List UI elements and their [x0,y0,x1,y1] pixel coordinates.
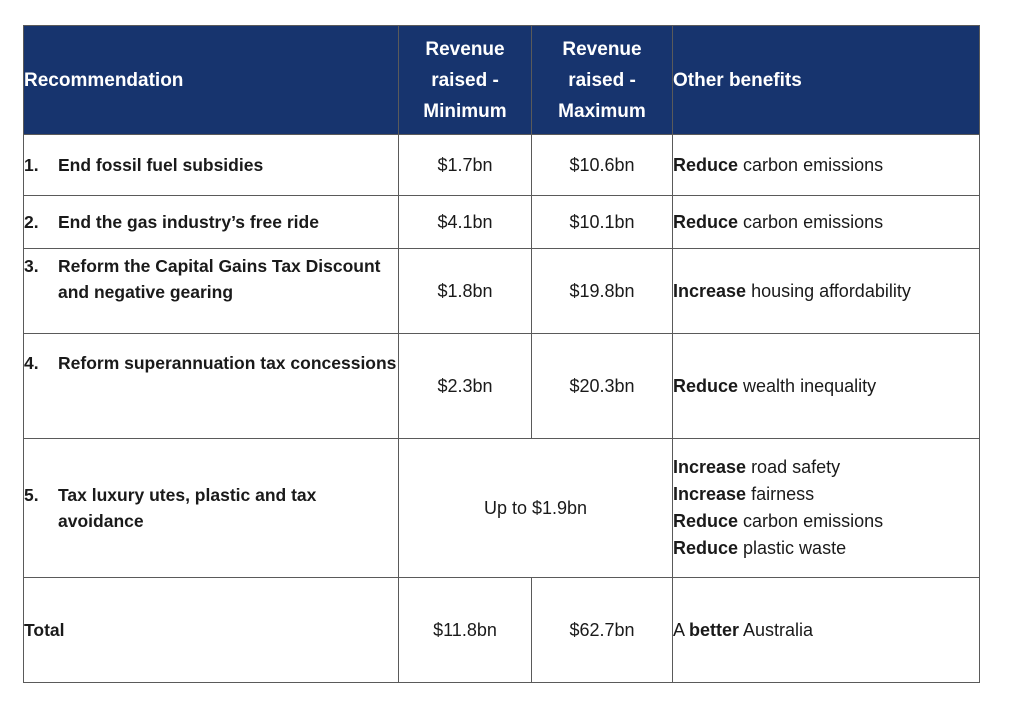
header-min-line: Minimum [423,100,507,122]
other-benefits: Increase road safety Increase fairness R… [672,438,980,578]
revenue-recommendations-table: Recommendation Revenue raised - Minimum … [23,25,980,683]
table-row: 1. End fossil fuel subsidies $1.7bn $10.… [23,134,980,196]
benefit-verb: Increase [673,457,747,477]
benefit-line: Reduce carbon emissions [673,508,979,535]
benefit-verb: Increase [673,280,747,301]
recommendation-cell: 2. End the gas industry’s free ride [23,195,399,249]
revenue-range: Up to $1.9bn [398,438,673,578]
benefit-line: Increase housing affordability [673,278,979,305]
recommendation-text: End fossil fuel subsidies [58,155,264,175]
benefit-line: Reduce carbon emissions [673,209,979,236]
other-benefits: Reduce carbon emissions [672,195,980,249]
recommendation-number: 1. [24,155,39,175]
benefit-verb: Reduce [673,211,739,232]
table-header-row: Recommendation Revenue raised - Minimum … [23,25,980,135]
recommendation-number: 2. [24,212,39,232]
revenue-maximum: $10.6bn [531,134,673,196]
benefit-text: plastic waste [738,538,847,558]
benefit-verb: Reduce [673,511,739,531]
recommendation-cell: 3. Reform the Capital Gains Tax Discount… [23,248,399,334]
benefit-text: carbon emissions [738,511,884,531]
recommendation-number: 3. [24,256,39,276]
revenue-maximum: $19.8bn [531,248,673,334]
benefit-text: carbon emissions [738,154,884,175]
recommendation-text: Tax luxury utes, plastic and tax avoidan… [58,485,317,531]
benefit-verb: Reduce [673,375,739,396]
recommendation-text: End the gas industry’s free ride [58,212,319,232]
recommendation-cell: 4. Reform superannuation tax concessions [23,333,399,439]
revenue-minimum: $1.7bn [398,134,532,196]
benefit-line: Increase fairness [673,481,979,508]
header-max-line: Maximum [558,100,646,122]
total-benefit-post: Australia [739,619,814,640]
total-benefit: A better Australia [672,577,980,683]
header-min-line: Revenue [425,38,505,60]
header-max-line: raised - [568,69,636,91]
header-max-line: Revenue [562,38,642,60]
recommendation-cell: 5. Tax luxury utes, plastic and tax avoi… [23,438,399,578]
benefit-text: road safety [746,457,841,477]
total-benefit-bold: better [689,619,740,640]
header-revenue-minimum: Revenue raised - Minimum [398,25,532,135]
benefit-text: carbon emissions [738,211,884,232]
other-benefits: Increase housing affordability [672,248,980,334]
table-row: 3. Reform the Capital Gains Tax Discount… [23,248,980,334]
recommendation-text: Reform superannuation tax concessions [58,353,397,373]
revenue-maximum: $20.3bn [531,333,673,439]
header-recommendation: Recommendation [23,25,399,135]
revenue-minimum: $1.8bn [398,248,532,334]
benefit-line: Reduce wealth inequality [673,373,979,400]
benefit-text: wealth inequality [738,375,877,396]
benefit-line: Increase road safety [673,454,979,481]
total-row: Total $11.8bn $62.7bn A better Australia [23,577,980,683]
revenue-minimum: $4.1bn [398,195,532,249]
benefit-verb: Reduce [673,154,739,175]
total-label: Total [23,577,399,683]
table-row: 2. End the gas industry’s free ride $4.1… [23,195,980,249]
total-revenue-minimum: $11.8bn [398,577,532,683]
benefit-text: housing affordability [746,280,911,301]
total-benefit-pre: A [673,619,690,640]
revenue-maximum: $10.1bn [531,195,673,249]
recommendation-number: 5. [24,485,39,505]
table-row: 4. Reform superannuation tax concessions… [23,333,980,439]
benefit-verb: Increase [673,484,747,504]
other-benefits: Reduce wealth inequality [672,333,980,439]
benefit-line: Reduce plastic waste [673,535,979,562]
benefit-line: Reduce carbon emissions [673,152,979,179]
benefit-text: fairness [746,484,815,504]
header-other-benefits: Other benefits [672,25,980,135]
recommendation-cell: 1. End fossil fuel subsidies [23,134,399,196]
total-revenue-maximum: $62.7bn [531,577,673,683]
revenue-minimum: $2.3bn [398,333,532,439]
header-min-line: raised - [431,69,499,91]
recommendation-number: 4. [24,353,39,373]
header-revenue-maximum: Revenue raised - Maximum [531,25,673,135]
table-row: 5. Tax luxury utes, plastic and tax avoi… [23,438,980,578]
other-benefits: Reduce carbon emissions [672,134,980,196]
recommendation-text: Reform the Capital Gains Tax Discount an… [58,256,381,302]
benefit-verb: Reduce [673,538,739,558]
